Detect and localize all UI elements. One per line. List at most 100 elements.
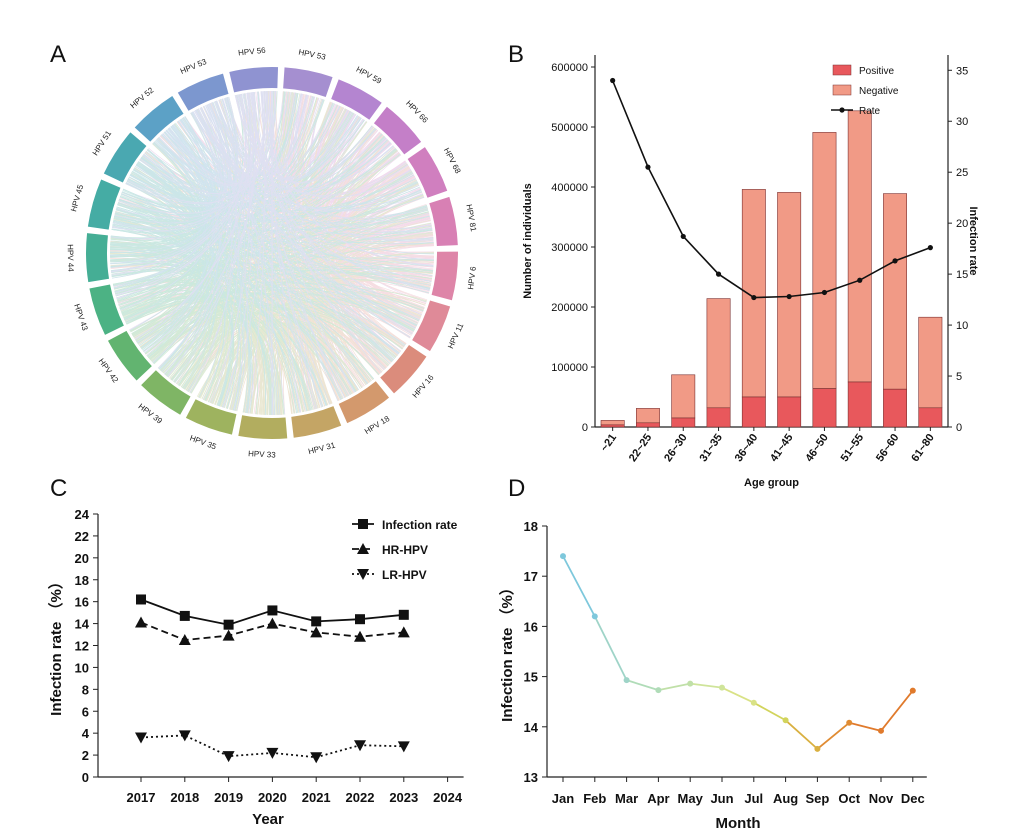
chord-link: [157, 137, 322, 408]
chord-link: [131, 136, 385, 206]
chord-link: [329, 117, 434, 258]
rate-point: [751, 294, 757, 301]
chord-sector: [291, 406, 342, 438]
chord-link: [348, 234, 433, 320]
chord-link: [319, 108, 408, 199]
chord-link: [149, 113, 356, 360]
chord-link: [111, 178, 197, 277]
chord-link: [214, 121, 367, 405]
chord-link: [240, 94, 434, 240]
chord-link: [349, 244, 434, 320]
chord-link: [340, 142, 434, 246]
chord-link: [248, 97, 318, 414]
chord-link: [209, 103, 270, 416]
chord-link: [110, 260, 235, 408]
chord-link: [139, 159, 386, 369]
chord-link: [308, 181, 418, 408]
chord-link: [179, 298, 419, 387]
chord-link: [333, 181, 418, 375]
chord-link: [112, 134, 207, 232]
chord-link: [112, 221, 209, 375]
chord-link: [150, 141, 213, 361]
chord-link: [144, 152, 421, 215]
chord-link: [285, 91, 432, 281]
chord-link: [118, 200, 383, 373]
chord-link: [109, 252, 413, 335]
chord-sector: [229, 67, 279, 93]
chord-link: [110, 93, 299, 250]
chord-link: [256, 270, 433, 415]
chord-link: [134, 292, 416, 339]
chord-link: [114, 118, 216, 223]
chord-link: [225, 97, 433, 235]
sector-label: HPV 66: [404, 99, 430, 125]
chord-link: [290, 97, 318, 412]
chord-link: [197, 108, 428, 220]
chord-link: [111, 138, 387, 279]
series-marker: [266, 617, 279, 629]
chord-link: [266, 91, 412, 199]
chord-link: [113, 279, 395, 360]
chord-link: [181, 118, 433, 233]
chord-link: [130, 140, 209, 207]
chord-link: [200, 90, 277, 177]
chord-link: [162, 314, 374, 380]
chord-link: [114, 212, 430, 292]
chord-link: [157, 137, 430, 226]
chord-link: [305, 219, 431, 410]
chord-link: [351, 214, 434, 270]
chord-link: [255, 91, 408, 197]
chord-link: [343, 152, 434, 271]
chord-link: [117, 148, 396, 302]
chord-link: [111, 148, 397, 235]
chord-link: [124, 112, 354, 320]
line-segment: [784, 719, 819, 750]
chord-link: [163, 132, 349, 397]
chord-link: [225, 97, 421, 319]
chord-link: [113, 220, 272, 416]
chord-link: [110, 169, 411, 241]
chord-link: [250, 92, 343, 400]
chord-link: [328, 292, 425, 388]
chord-link: [158, 135, 384, 370]
bar-positive: [706, 407, 731, 428]
chord-link: [121, 154, 402, 217]
chord-link: [157, 319, 277, 416]
chord-link: [121, 106, 343, 211]
chord-link: [286, 91, 386, 369]
chord-link: [137, 99, 325, 344]
chord-link: [216, 311, 404, 406]
chord-link: [304, 103, 342, 400]
chord-link: [121, 138, 207, 314]
chord-link: [130, 173, 264, 415]
chord-link: [231, 98, 322, 411]
chord-link: [347, 218, 431, 328]
chord-link: [216, 279, 431, 406]
chord-link: [197, 109, 382, 373]
chord-link: [301, 320, 383, 410]
chord-link: [113, 97, 238, 226]
chord-link: [119, 226, 432, 309]
chord-link: [130, 173, 433, 279]
chord-link: [248, 138, 387, 414]
chord-link: [119, 287, 203, 354]
chord-link: [133, 92, 295, 339]
chord-link: [218, 99, 353, 394]
sector-label: HPV 16: [411, 373, 436, 400]
sector-label: HPV 18: [363, 414, 392, 436]
chord-link: [223, 95, 312, 176]
chord-link: [240, 93, 319, 175]
chord-link: [245, 116, 361, 413]
chord-link: [322, 111, 417, 327]
rate-point: [927, 245, 933, 251]
chord-link: [120, 193, 424, 311]
chord-link: [344, 243, 434, 345]
chord-link: [178, 322, 234, 401]
chord-link: [296, 279, 431, 413]
chord-link: [118, 99, 324, 305]
chord-link: [300, 302, 417, 412]
chord-link: [278, 294, 424, 415]
chord-link: [261, 91, 415, 331]
chord-link: [319, 106, 434, 268]
